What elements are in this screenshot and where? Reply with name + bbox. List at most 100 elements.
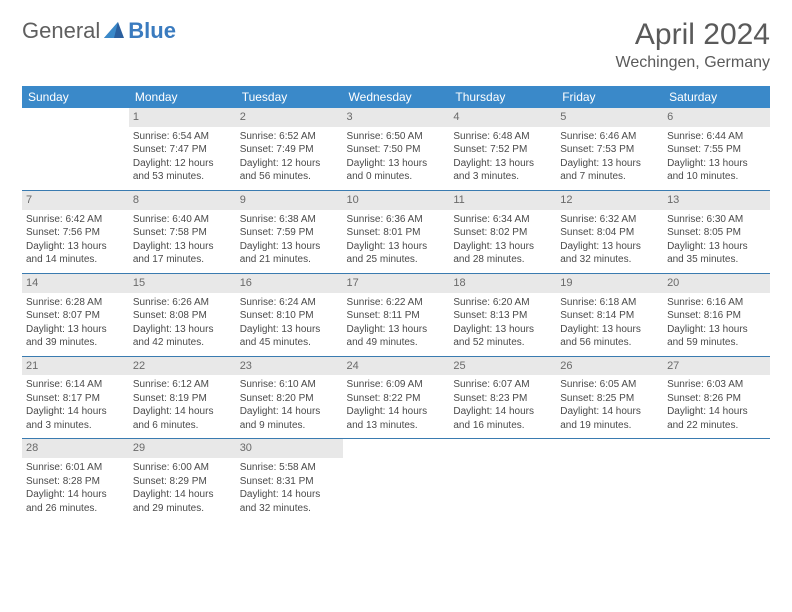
day-sunset: Sunset: 7:52 PM — [453, 143, 552, 157]
day-sunrise: Sunrise: 5:58 AM — [240, 461, 339, 475]
day-daylight2: and 3 minutes. — [453, 170, 552, 184]
day-sunset: Sunset: 8:31 PM — [240, 475, 339, 489]
day-sunrise: Sunrise: 6:24 AM — [240, 296, 339, 310]
day-number: 8 — [129, 191, 236, 210]
day-sunset: Sunset: 7:55 PM — [667, 143, 766, 157]
day-sunrise: Sunrise: 6:26 AM — [133, 296, 232, 310]
day-sunset: Sunset: 8:02 PM — [453, 226, 552, 240]
day-number: 18 — [449, 274, 556, 293]
day-daylight2: and 42 minutes. — [133, 336, 232, 350]
calendar-day-cell: 16Sunrise: 6:24 AMSunset: 8:10 PMDayligh… — [236, 273, 343, 356]
day-daylight2: and 19 minutes. — [560, 419, 659, 433]
day-sunrise: Sunrise: 6:05 AM — [560, 378, 659, 392]
day-number: 3 — [343, 108, 450, 127]
day-daylight1: Daylight: 13 hours — [667, 157, 766, 171]
day-sunrise: Sunrise: 6:52 AM — [240, 130, 339, 144]
day-number: 2 — [236, 108, 343, 127]
calendar-day-cell: 11Sunrise: 6:34 AMSunset: 8:02 PMDayligh… — [449, 190, 556, 273]
day-daylight1: Daylight: 14 hours — [133, 405, 232, 419]
day-daylight2: and 17 minutes. — [133, 253, 232, 267]
day-daylight1: Daylight: 13 hours — [133, 240, 232, 254]
day-number: 4 — [449, 108, 556, 127]
day-number: 1 — [129, 108, 236, 127]
day-sunrise: Sunrise: 6:38 AM — [240, 213, 339, 227]
day-sunrise: Sunrise: 6:14 AM — [26, 378, 125, 392]
day-sunrise: Sunrise: 6:42 AM — [26, 213, 125, 227]
day-number: 10 — [343, 191, 450, 210]
day-daylight2: and 56 minutes. — [560, 336, 659, 350]
day-number: 24 — [343, 357, 450, 376]
day-daylight2: and 56 minutes. — [240, 170, 339, 184]
calendar-day-cell: 19Sunrise: 6:18 AMSunset: 8:14 PMDayligh… — [556, 273, 663, 356]
day-daylight1: Daylight: 13 hours — [560, 323, 659, 337]
day-number: 30 — [236, 439, 343, 458]
day-daylight1: Daylight: 12 hours — [240, 157, 339, 171]
header: General Blue April 2024 Wechingen, Germa… — [22, 18, 770, 72]
day-sunset: Sunset: 8:13 PM — [453, 309, 552, 323]
calendar-day-cell: 10Sunrise: 6:36 AMSunset: 8:01 PMDayligh… — [343, 190, 450, 273]
logo: General Blue — [22, 18, 176, 44]
calendar-day-cell: 13Sunrise: 6:30 AMSunset: 8:05 PMDayligh… — [663, 190, 770, 273]
calendar-week-row: 21Sunrise: 6:14 AMSunset: 8:17 PMDayligh… — [22, 356, 770, 439]
day-daylight1: Daylight: 13 hours — [453, 323, 552, 337]
calendar-day-cell: 14Sunrise: 6:28 AMSunset: 8:07 PMDayligh… — [22, 273, 129, 356]
day-header: Wednesday — [343, 86, 450, 108]
day-number: 15 — [129, 274, 236, 293]
calendar-page: General Blue April 2024 Wechingen, Germa… — [0, 0, 792, 539]
calendar-day-cell: 21Sunrise: 6:14 AMSunset: 8:17 PMDayligh… — [22, 356, 129, 439]
day-sunset: Sunset: 8:08 PM — [133, 309, 232, 323]
calendar-table: Sunday Monday Tuesday Wednesday Thursday… — [22, 86, 770, 521]
day-sunset: Sunset: 7:50 PM — [347, 143, 446, 157]
day-number: 19 — [556, 274, 663, 293]
day-daylight1: Daylight: 13 hours — [453, 157, 552, 171]
calendar-day-cell: 1Sunrise: 6:54 AMSunset: 7:47 PMDaylight… — [129, 108, 236, 190]
day-sunrise: Sunrise: 6:48 AM — [453, 130, 552, 144]
day-daylight1: Daylight: 13 hours — [240, 240, 339, 254]
day-sunrise: Sunrise: 6:09 AM — [347, 378, 446, 392]
day-number: 26 — [556, 357, 663, 376]
day-daylight1: Daylight: 14 hours — [240, 405, 339, 419]
day-daylight2: and 25 minutes. — [347, 253, 446, 267]
day-daylight2: and 53 minutes. — [133, 170, 232, 184]
day-daylight1: Daylight: 14 hours — [240, 488, 339, 502]
day-sunrise: Sunrise: 6:07 AM — [453, 378, 552, 392]
day-daylight2: and 45 minutes. — [240, 336, 339, 350]
day-number: 22 — [129, 357, 236, 376]
month-title: April 2024 — [616, 18, 770, 52]
day-sunrise: Sunrise: 6:03 AM — [667, 378, 766, 392]
day-daylight2: and 16 minutes. — [453, 419, 552, 433]
day-daylight1: Daylight: 14 hours — [133, 488, 232, 502]
day-sunset: Sunset: 8:20 PM — [240, 392, 339, 406]
day-sunset: Sunset: 7:53 PM — [560, 143, 659, 157]
logo-triangle-icon — [104, 18, 124, 44]
day-daylight2: and 13 minutes. — [347, 419, 446, 433]
calendar-week-row: 1Sunrise: 6:54 AMSunset: 7:47 PMDaylight… — [22, 108, 770, 190]
day-number: 12 — [556, 191, 663, 210]
calendar-day-cell: 7Sunrise: 6:42 AMSunset: 7:56 PMDaylight… — [22, 190, 129, 273]
calendar-day-cell: 29Sunrise: 6:00 AMSunset: 8:29 PMDayligh… — [129, 439, 236, 521]
calendar-day-cell: 26Sunrise: 6:05 AMSunset: 8:25 PMDayligh… — [556, 356, 663, 439]
day-header: Tuesday — [236, 86, 343, 108]
calendar-week-row: 28Sunrise: 6:01 AMSunset: 8:28 PMDayligh… — [22, 439, 770, 521]
day-sunset: Sunset: 7:56 PM — [26, 226, 125, 240]
day-number: 9 — [236, 191, 343, 210]
day-sunset: Sunset: 8:05 PM — [667, 226, 766, 240]
day-number: 16 — [236, 274, 343, 293]
day-daylight1: Daylight: 13 hours — [26, 323, 125, 337]
calendar-day-cell: 6Sunrise: 6:44 AMSunset: 7:55 PMDaylight… — [663, 108, 770, 190]
day-header: Sunday — [22, 86, 129, 108]
calendar-day-cell: 9Sunrise: 6:38 AMSunset: 7:59 PMDaylight… — [236, 190, 343, 273]
day-sunset: Sunset: 8:19 PM — [133, 392, 232, 406]
day-daylight2: and 3 minutes. — [26, 419, 125, 433]
calendar-day-cell: 5Sunrise: 6:46 AMSunset: 7:53 PMDaylight… — [556, 108, 663, 190]
day-sunrise: Sunrise: 6:22 AM — [347, 296, 446, 310]
day-daylight1: Daylight: 13 hours — [667, 323, 766, 337]
day-daylight1: Daylight: 13 hours — [347, 240, 446, 254]
day-sunset: Sunset: 8:01 PM — [347, 226, 446, 240]
day-sunrise: Sunrise: 6:01 AM — [26, 461, 125, 475]
day-daylight2: and 35 minutes. — [667, 253, 766, 267]
day-sunrise: Sunrise: 6:30 AM — [667, 213, 766, 227]
day-sunrise: Sunrise: 6:16 AM — [667, 296, 766, 310]
title-block: April 2024 Wechingen, Germany — [616, 18, 770, 72]
day-number: 20 — [663, 274, 770, 293]
